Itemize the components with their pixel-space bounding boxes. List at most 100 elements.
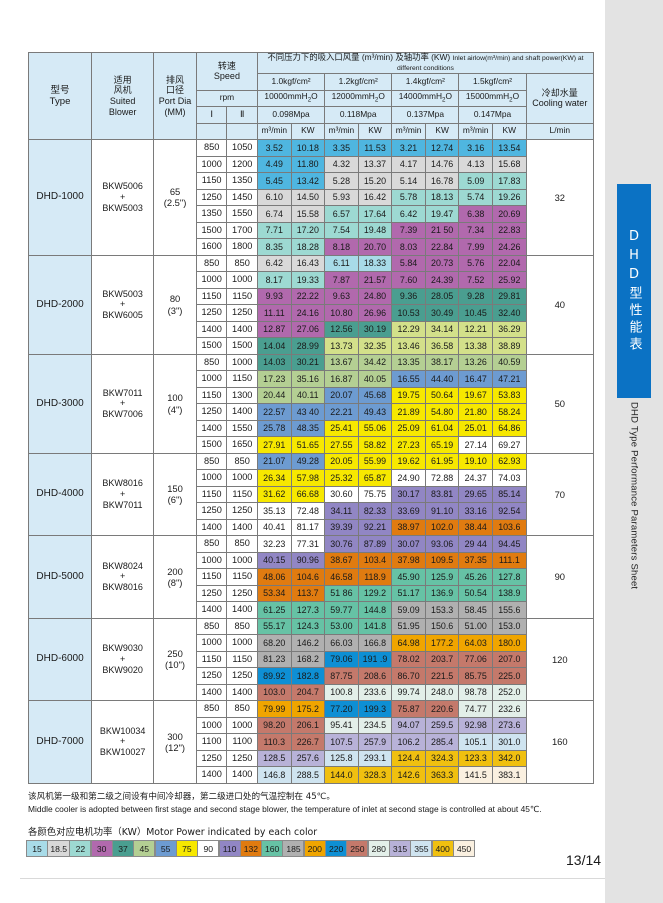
cell-rpm-stage2: 1100 [226, 733, 258, 751]
legend-swatch-400: 400 [431, 840, 454, 857]
cell-value-0: 40.15 [256, 551, 292, 570]
cell-value-0: 14.03 [256, 353, 292, 372]
cell-value-5: 324.3 [424, 749, 460, 768]
cell-value-0: 98.20 [256, 716, 292, 735]
cell-value-6: 25.01 [458, 419, 494, 438]
cell-rpm-stage2: 1250 [226, 304, 258, 322]
cell-value-2: 10.80 [324, 304, 359, 322]
cell-value-1: 15.58 [290, 205, 326, 223]
cell-value-5: 363.3 [424, 766, 460, 784]
cell-value-0: 35.13 [256, 502, 292, 520]
cell-value-3: 293.1 [357, 749, 393, 768]
legend-swatch-15: 15 [26, 840, 48, 857]
cell-value-4: 59.09 [391, 601, 426, 619]
cell-value-2: 87.75 [324, 667, 359, 685]
cell-value-0: 8.35 [256, 238, 292, 256]
cell-rpm-stage2: 1700 [226, 221, 258, 240]
cell-rpm-stage1: 1250 [195, 749, 228, 768]
cell-value-1: 104.6 [290, 568, 326, 586]
cell-value-5: 24.39 [424, 271, 460, 289]
cell-value-0: 14.04 [256, 337, 292, 355]
cell-rpm-stage1: 1400 [195, 683, 228, 702]
cell-value-0: 110.3 [256, 733, 292, 751]
cell-value-7: 342.0 [492, 749, 527, 768]
cell-value-2: 51 86 [324, 584, 359, 603]
cell-value-0: 21.07 [256, 452, 292, 471]
cell-value-7: 127.8 [492, 568, 527, 586]
cell-rpm-stage1: 1250 [195, 304, 228, 322]
header-pressure-mpa-1: 0.118Mpa [324, 106, 393, 124]
legend-swatch-90: 90 [197, 840, 220, 857]
cell-value-3: 257.9 [357, 733, 393, 751]
cell-rpm-stage2: 1150 [226, 485, 258, 504]
cell-value-6: 38.44 [458, 518, 494, 537]
cell-rpm-stage2: 1150 [226, 287, 258, 306]
cell-value-7: 138.9 [492, 584, 527, 603]
cell-value-4: 75.87 [391, 700, 426, 718]
cell-value-1: 30.21 [290, 353, 326, 372]
table-row: DHD-3000 BKW7011 + BKW7006 100 (4") 850 1000 14.… [27, 353, 595, 454]
cell-value-5: 61.95 [424, 452, 460, 471]
header-subunit-7: KW [492, 122, 527, 141]
table-row: DHD-4000 BKW8016 + BKW7011 150 (6") 850 850 21.0… [27, 452, 595, 537]
cell-rpm-stage1: 1000 [195, 469, 228, 487]
cell-value-4: 142.6 [391, 766, 426, 784]
cell-value-0: 61.25 [256, 601, 292, 619]
cell-value-0: 146.8 [256, 766, 292, 784]
cell-value-4: 13.46 [391, 337, 426, 355]
cell-rpm-stage2: 1150 [226, 568, 258, 586]
cell-blower: BKW5006 + BKW5003 [91, 139, 155, 256]
cell-value-5: 153.3 [424, 601, 460, 619]
legend-swatch-45: 45 [133, 840, 156, 857]
cell-value-0: 103.0 [256, 683, 292, 702]
cell-value-6: 77.06 [458, 650, 494, 669]
cell-rpm-stage1: 850 [195, 617, 228, 636]
footer-divider [20, 878, 605, 879]
spec-table-wrapper: 型号 Type 适用 风机 Suited Blower 排风 口径 Port Dia (MM) 转速… [27, 51, 595, 784]
cell-value-0: 48.06 [256, 568, 292, 586]
cell-value-6: 21.80 [458, 403, 494, 421]
cell-value-4: 86.70 [391, 667, 426, 685]
cell-rpm-stage2: 1400 [226, 403, 258, 421]
cell-value-0: 20.44 [256, 386, 292, 405]
header-pressure-kgf-2: 1.4kgf/cm² [391, 73, 460, 91]
cell-value-1: 16.43 [290, 254, 326, 273]
legend-swatch-132: 132 [239, 840, 262, 857]
cell-value-5: 91.10 [424, 502, 460, 520]
cell-rpm-stage2: 850 [226, 535, 258, 553]
cell-value-4: 124.4 [391, 749, 426, 768]
cell-value-7: 25.92 [492, 271, 527, 289]
cell-value-3: 17.64 [357, 205, 393, 223]
cell-value-6: 50.54 [458, 584, 494, 603]
cell-value-6: 27.14 [458, 436, 494, 454]
table-row: 1400 1400 61.25 127.3 59.77 144.8 59.09 153.3 58… [29, 601, 594, 619]
cell-port-dia: 300 (12") [153, 700, 197, 784]
cell-value-2: 46.58 [324, 568, 359, 586]
cell-value-4: 6.42 [391, 205, 426, 223]
cell-value-2: 8.18 [324, 238, 359, 256]
cell-value-6: 5.09 [458, 172, 494, 190]
cell-value-3: 144.8 [357, 601, 393, 619]
cell-value-5: 21 50 [424, 221, 460, 240]
cell-value-5: 50.64 [424, 386, 460, 405]
dhd-performance-table: 型号 Type 适用 风机 Suited Blower 排风 口径 Port Dia (MM) 转速… [27, 51, 595, 784]
cell-value-2: 7.54 [324, 221, 359, 240]
cell-value-2: 79.06 [324, 650, 359, 669]
cell-value-0: 25.78 [256, 419, 292, 438]
cell-value-4: 3.21 [391, 139, 426, 157]
cell-value-2: 107.5 [324, 733, 359, 751]
cell-value-0: 8.17 [256, 271, 292, 289]
table-header: 型号 Type 适用 风机 Suited Blower 排风 口径 Port Dia (MM) 转速… [27, 51, 595, 141]
side-tab-title-cn: DHD型性能表 [617, 184, 651, 398]
cell-rpm-stage2: 1300 [226, 386, 258, 405]
cell-value-3: 82.33 [357, 502, 393, 520]
cell-rpm-stage1: 1600 [195, 238, 228, 256]
cell-value-4: 5.78 [391, 188, 426, 207]
cell-value-7: 273.6 [492, 716, 527, 735]
cell-value-6: 5.76 [458, 254, 494, 273]
cell-port-dia: 150 (6") [153, 452, 197, 537]
cell-value-2: 144.0 [324, 766, 359, 784]
cell-value-4: 45.90 [391, 568, 426, 586]
cell-value-5: 136.9 [424, 584, 460, 603]
legend-swatch-160: 160 [261, 840, 284, 857]
